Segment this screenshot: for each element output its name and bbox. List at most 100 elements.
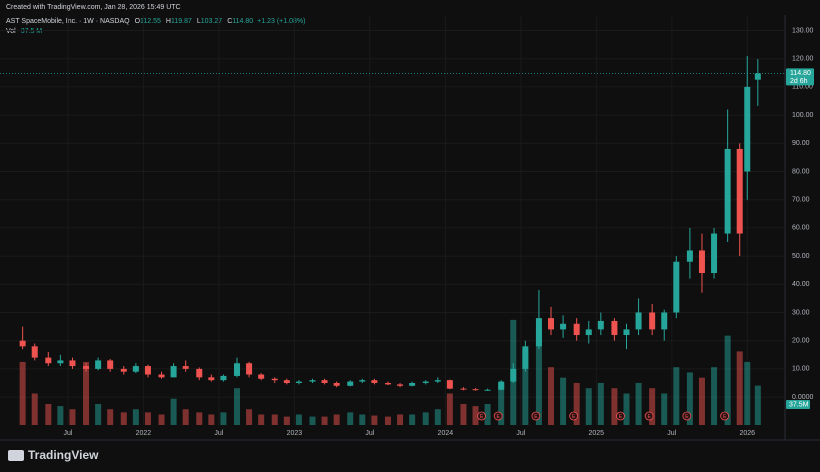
volume-bar: [170, 398, 177, 425]
x-tick-label: 2024: [438, 430, 454, 437]
candle-body: [283, 380, 290, 383]
volume-bar: [182, 409, 189, 425]
event-label: E: [572, 414, 576, 420]
volume-bar: [460, 403, 467, 425]
candle-body: [182, 366, 189, 369]
event-marker: [493, 411, 503, 421]
volume-bar: [271, 414, 278, 425]
volume-bar: [724, 335, 731, 425]
y-tick-label: 0.0000: [792, 394, 814, 401]
candle-body: [69, 360, 76, 367]
x-tick-label: Jul: [667, 430, 676, 437]
volume-bar: [120, 412, 127, 425]
candle-body: [107, 360, 114, 369]
volume-bar: [158, 414, 165, 425]
volume-bar: [548, 367, 555, 425]
watermark: Created with TradingView.com, Jan 28, 20…: [6, 4, 181, 11]
legend-item: 119.87: [171, 18, 192, 25]
plot: 130.00 120.00 110.00 100.00 90.00 80.00 70.00 6…: [0, 15, 814, 437]
x-tick-label: 2026: [739, 430, 755, 437]
candle-body: [57, 360, 64, 364]
legend-item: 103.27: [201, 18, 223, 25]
volume-bar: [635, 382, 642, 425]
volume-tag-label: 37.5M: [789, 401, 809, 408]
candle-body: [359, 380, 366, 382]
volume-bar: [246, 409, 253, 425]
candle-body: [371, 380, 378, 383]
legend-item: 112.55: [140, 18, 161, 25]
volume-bar: [535, 330, 542, 425]
volume-bar: [560, 377, 567, 425]
candle-body: [234, 363, 241, 376]
volume-bar: [661, 393, 668, 425]
y-tick-label: 80.00: [792, 168, 810, 175]
candle-body: [409, 382, 416, 386]
volume-bar: [57, 406, 64, 425]
countdown-label: 2d 6h: [790, 78, 808, 85]
logo-mark: [8, 450, 24, 461]
candle-body: [649, 312, 656, 330]
y-tick-label: 70.00: [792, 197, 810, 204]
volume-bar: [498, 382, 505, 425]
candle-body: [446, 380, 453, 389]
candle-body: [19, 340, 26, 347]
volume-bar: [144, 412, 151, 425]
volume-bar: [295, 414, 302, 425]
legend-item: O: [135, 18, 141, 25]
brand: TradingView: [28, 448, 99, 462]
y-tick-label: 50.00: [792, 253, 810, 260]
candle-body: [754, 73, 761, 80]
candle-body: [434, 380, 441, 382]
candle-body: [635, 312, 642, 330]
candle-body: [321, 380, 328, 383]
volume-bar: [19, 361, 26, 425]
y-tick-label: 20.00: [792, 338, 810, 345]
legend-item: L: [197, 18, 201, 25]
volume-bar: [446, 393, 453, 425]
candle-body: [724, 148, 731, 234]
volume-bar: [69, 409, 76, 425]
candle-body: [585, 329, 592, 336]
legend-item: Vol: [6, 28, 16, 35]
volume-bar: [434, 409, 441, 425]
candle-body: [333, 382, 340, 386]
legend-item: 37.5 M: [21, 28, 43, 35]
volume-bar: [522, 351, 529, 425]
event-marker: [477, 411, 486, 421]
logo: TradingView: [8, 448, 99, 462]
legend-item: +1.23 (+1.08%): [257, 18, 305, 25]
volume-bar: [649, 388, 656, 425]
candle-body: [258, 374, 265, 379]
y-tick-label: 40.00: [792, 281, 810, 288]
volume-bar: [258, 414, 265, 425]
y-tick-label: 90.00: [792, 140, 810, 147]
candle-body: [397, 384, 404, 386]
legend-item: H: [166, 18, 171, 25]
volume-bar: [585, 388, 592, 425]
candle-body: [120, 368, 127, 372]
candle-body: [208, 377, 215, 381]
volume-bar: [309, 416, 316, 425]
y-tick-label: 100.00: [792, 112, 814, 119]
legend-line: Vol 37.5 M: [6, 28, 42, 35]
event-marker: [682, 411, 692, 421]
candle-body: [522, 346, 529, 369]
volume-bar: [422, 412, 429, 425]
x-tick-label: 2023: [287, 430, 303, 437]
candle-body: [498, 381, 505, 390]
volume-bar: [283, 416, 290, 425]
volume-bar: [234, 388, 241, 425]
candle-body: [623, 329, 630, 336]
volume-bar: [623, 393, 630, 425]
candle-body: [573, 323, 580, 336]
volume-bar: [484, 403, 491, 425]
volume-bar: [359, 414, 366, 425]
y-tick-label: 10.00: [792, 366, 810, 373]
volume-bar: [107, 409, 114, 425]
volume-bar: [208, 414, 215, 425]
candle-body: [611, 320, 618, 336]
event-label: E: [619, 414, 623, 420]
candle-body: [711, 233, 718, 274]
